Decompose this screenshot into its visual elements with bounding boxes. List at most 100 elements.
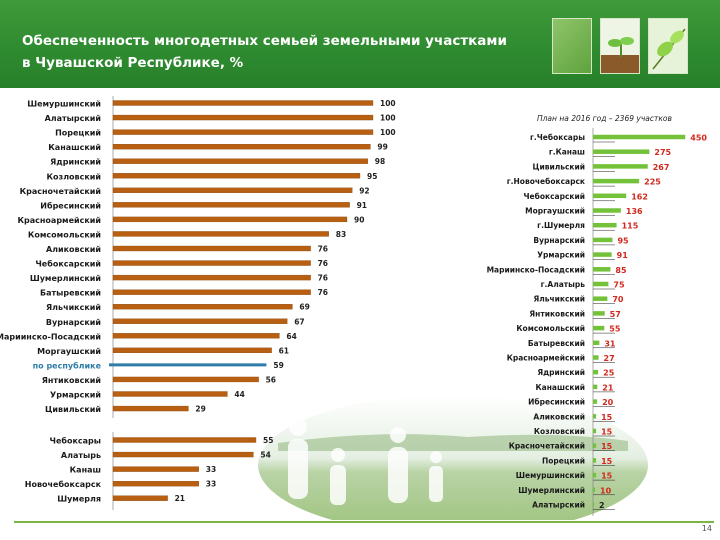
left-bar — [112, 231, 329, 237]
right-value-label: 55 — [609, 325, 621, 334]
right-bar — [593, 222, 617, 228]
left-value-label: 76 — [318, 288, 328, 297]
right-value-label: 95 — [617, 236, 629, 245]
left-category-label: Вурнарский — [46, 318, 101, 327]
right-bar — [593, 325, 605, 331]
right-category-label: Шемуршинский — [516, 471, 585, 480]
left-value-label: 61 — [279, 346, 289, 355]
right-value-label: 15 — [601, 472, 613, 481]
leaves-icon — [652, 28, 686, 70]
left-value-label: 64 — [286, 332, 296, 341]
left-value-label: 59 — [273, 361, 283, 370]
left-category-label: Урмарский — [50, 391, 101, 400]
left-bar — [112, 304, 293, 310]
left-category-label: Янтиковский — [42, 376, 101, 385]
left-category-label: Мариинско-Посадский — [0, 332, 101, 341]
right-bar — [593, 355, 599, 360]
left-bar — [112, 274, 311, 281]
right-value-label: 275 — [654, 148, 671, 157]
left-category-label: Козловский — [47, 172, 101, 181]
left-category-label: Чебоксары — [49, 436, 101, 446]
footer-divider — [14, 521, 714, 523]
right-bar — [593, 340, 600, 346]
left-value-label: 21 — [175, 494, 185, 503]
right-bar — [593, 193, 627, 199]
right-value-label: 136 — [626, 207, 643, 216]
left-category-label: Шумерлинский — [30, 274, 101, 283]
right-bar — [593, 384, 598, 390]
right-value-label: 15 — [601, 442, 613, 451]
right-value-label: 57 — [610, 310, 621, 319]
right-bar — [593, 267, 611, 272]
right-value-label: 15 — [601, 413, 613, 422]
right-value-label: 85 — [615, 266, 627, 275]
right-bar — [593, 472, 597, 478]
left-category-label: Ибресинский — [40, 200, 101, 210]
left-bar — [112, 437, 257, 443]
right-category-label: Янтиковский — [529, 309, 585, 318]
left-bar — [112, 187, 353, 193]
left-value-label: 69 — [299, 303, 309, 312]
right-bar — [593, 443, 597, 448]
right-chart-title: План на 2016 год – 2369 участков — [537, 114, 672, 123]
left-value-label: 83 — [336, 230, 346, 239]
right-value-label: 27 — [604, 354, 615, 363]
header-banner: Обеспеченность многодетных семьей земель… — [0, 0, 720, 88]
header-thumbnail-plain — [552, 18, 592, 74]
sprout-icon — [601, 37, 639, 73]
right-category-label: г.Канаш — [549, 148, 585, 157]
right-category-label: Мариинско-Посадский — [487, 265, 585, 274]
right-value-label: 75 — [613, 281, 625, 290]
left-category-label: Красноармейский — [17, 216, 101, 225]
left-category-label: Канаш — [70, 466, 101, 475]
right-value-label: 450 — [690, 134, 707, 143]
left-category-label: Новочебоксарск — [25, 479, 102, 489]
right-value-label: 21 — [602, 383, 614, 392]
right-value-label: 31 — [604, 339, 616, 348]
right-category-label: Алатырский — [532, 501, 585, 510]
left-value-label: 100 — [380, 128, 396, 137]
left-value-label: 92 — [359, 186, 369, 195]
left-category-label: Моргаушский — [37, 347, 101, 356]
left-value-label: 56 — [266, 375, 276, 384]
right-value-label: 115 — [622, 222, 639, 231]
right-bar — [593, 237, 613, 243]
right-value-label: 2 — [599, 501, 605, 510]
left-value-label: 54 — [260, 451, 270, 460]
left-value-label: 90 — [354, 215, 364, 224]
left-value-label: 99 — [377, 143, 387, 152]
right-value-label: 15 — [601, 457, 613, 466]
right-category-label: Чебоксарский — [523, 192, 585, 201]
left-value-label: 76 — [318, 259, 328, 268]
page-title-line2: в Чувашской Республике, % — [22, 55, 244, 71]
right-bar — [593, 296, 608, 301]
right-value-label: 91 — [617, 251, 629, 260]
right-category-label: г.Чебоксары — [530, 133, 585, 142]
right-category-label: Вурнарский — [533, 236, 585, 245]
left-value-label: 98 — [375, 157, 385, 166]
right-category-label: Батыревский — [528, 339, 585, 348]
left-category-label: Аликовский — [46, 245, 101, 254]
left-value-label: 100 — [380, 99, 396, 108]
right-bar — [593, 487, 596, 493]
left-bar — [112, 100, 374, 106]
right-bar — [593, 414, 597, 419]
left-bar — [112, 376, 259, 383]
right-category-label: Шумерлинский — [518, 486, 585, 495]
left-value-label: 91 — [357, 201, 367, 210]
right-bar — [593, 252, 612, 257]
right-bar — [593, 502, 594, 507]
right-category-label: Аликовский — [533, 412, 585, 421]
left-bar — [112, 143, 371, 150]
right-value-label: 25 — [603, 369, 615, 378]
right-category-label: Порецкий — [542, 456, 585, 465]
left-bar — [112, 289, 311, 295]
left-value-label: 33 — [206, 465, 216, 474]
left-bar — [112, 495, 168, 501]
left-category-label: по республике — [33, 360, 102, 370]
right-bar — [593, 369, 599, 375]
left-category-label: Яльчикский — [46, 303, 101, 312]
right-bar — [593, 164, 648, 169]
left-bar — [112, 173, 361, 179]
